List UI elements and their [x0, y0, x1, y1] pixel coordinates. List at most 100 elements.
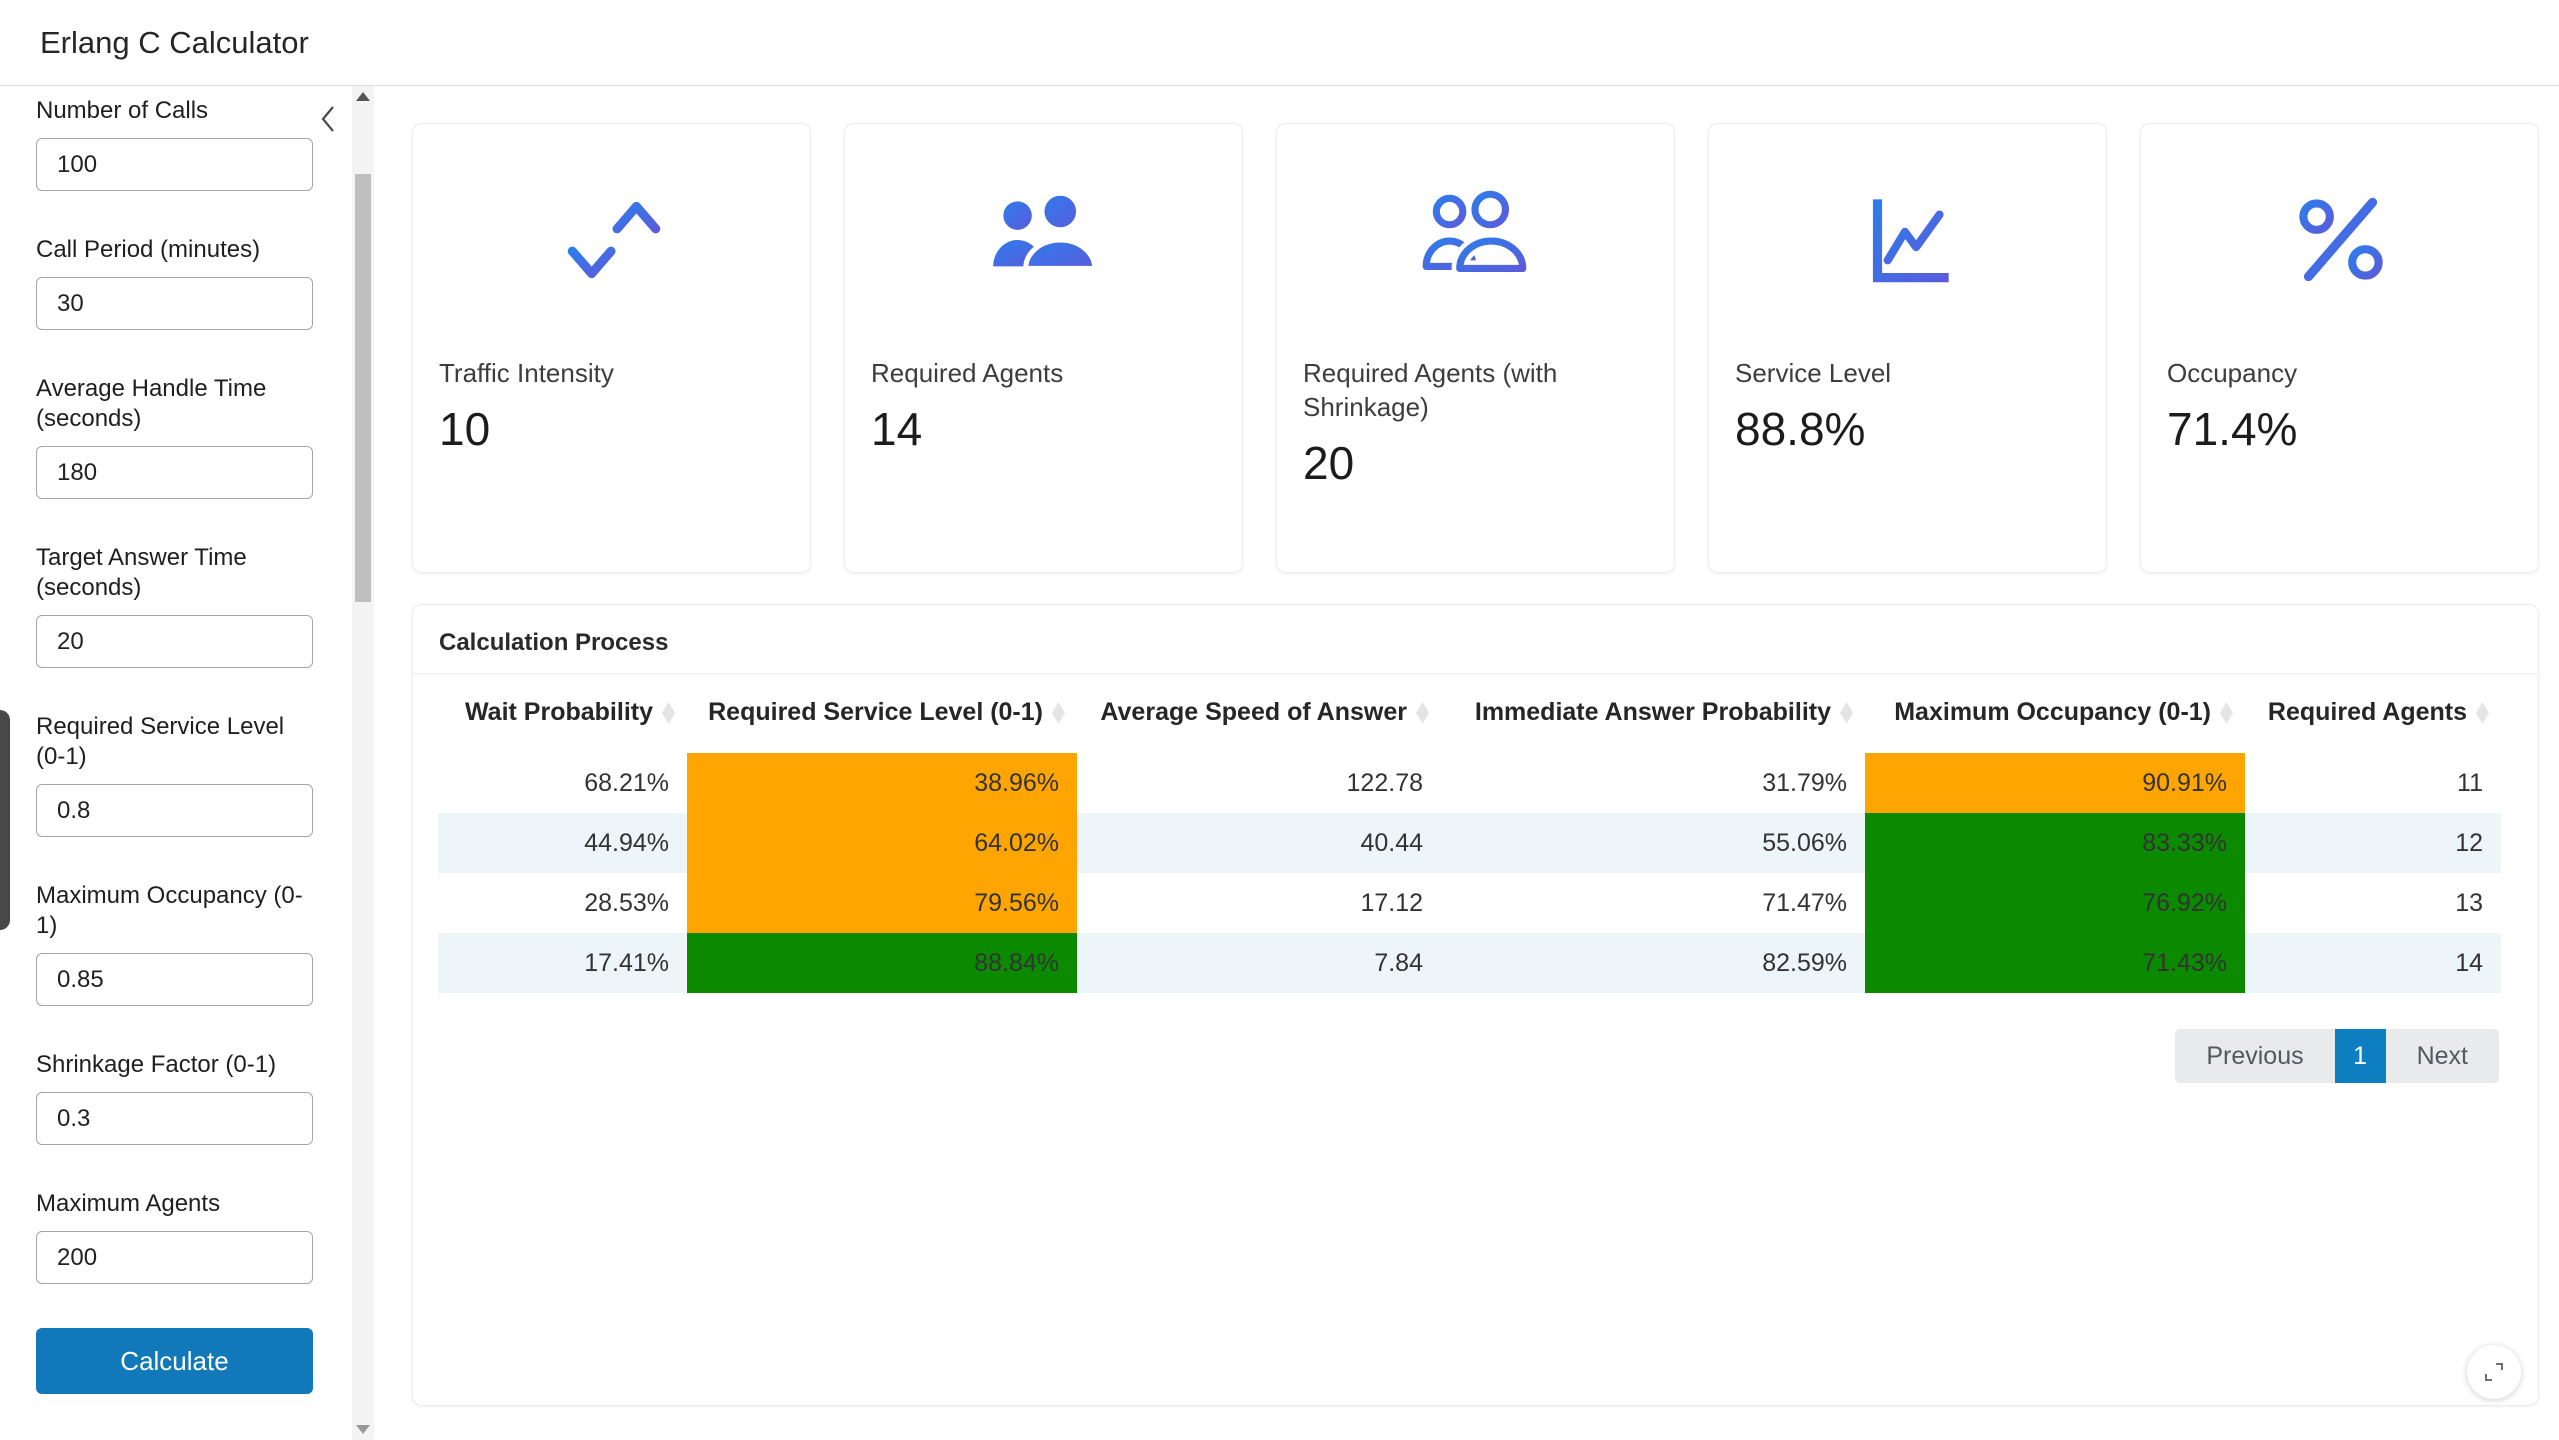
sort-icon [2476, 702, 2489, 724]
field-label: Average Handle Time (seconds) [36, 375, 267, 432]
shrinkage-factor-0-1-input[interactable] [36, 1092, 313, 1145]
table-cell: 90.91% [1865, 753, 2245, 813]
next-page-button[interactable]: Next [2416, 1041, 2468, 1070]
field-label: Required Service Level (0-1) [36, 713, 285, 770]
maximum-agents-input[interactable] [36, 1231, 313, 1284]
field-label: Shrinkage Factor (0-1) [36, 1051, 277, 1078]
field-label: Maximum Agents [36, 1190, 221, 1217]
expand-fullscreen-button[interactable] [2467, 1345, 2521, 1399]
call-period-minutes-input[interactable] [36, 277, 313, 330]
table-row: 17.41% 88.84% 7.84 82.59% 71.43% 14 [438, 933, 2501, 993]
percent-icon [2141, 124, 2538, 356]
table-cell: 17.41% [438, 933, 687, 993]
scrollbar-thumb[interactable] [355, 174, 371, 602]
panel-header: Calculation Process [413, 605, 2538, 674]
table-cell: 71.47% [1762, 888, 1847, 917]
table-cell: 14 [2245, 933, 2501, 993]
sidebar-field: Required Service Level (0-1) [36, 712, 316, 837]
column-header-sort[interactable]: Wait Probability [438, 698, 687, 753]
table-cell: 88.84% [687, 933, 1077, 993]
column-header-sort[interactable]: Immediate Answer Probability [1441, 698, 1865, 753]
calculation-process-panel: Calculation Process Wait Probability Requ… [412, 604, 2539, 1406]
table-cell: 71.43% [1865, 933, 2245, 993]
sidebar-field: Average Handle Time (seconds) [36, 374, 316, 499]
arrows-down-up-icon [413, 124, 810, 356]
column-header-sort[interactable]: Maximum Occupancy (0-1) [1865, 698, 2245, 753]
card-label: Occupancy [2167, 358, 2298, 388]
target-answer-time-seconds-input[interactable] [36, 615, 313, 668]
expand-icon [2482, 1360, 2506, 1384]
metric-cards-row: Traffic Intensity 10 Required Agents 14 Requ… [412, 123, 2539, 573]
average-handle-time-seconds-input[interactable] [36, 446, 313, 499]
table-wrap: Wait Probability Required Service Level (… [438, 698, 2501, 993]
table-cell: 55.06% [1441, 813, 1865, 873]
previous-page-button[interactable]: Previous [2206, 1041, 2304, 1070]
table-cell: 64.02% [687, 813, 1077, 873]
scroll-down-arrow-icon[interactable] [356, 1425, 370, 1434]
sidebar-field: Maximum Occupancy (0-1) [36, 881, 316, 1006]
table-cell: 28.53% [584, 888, 669, 917]
chart-line-icon [1709, 124, 2106, 356]
column-header-sort[interactable]: Average Speed of Answer [1077, 698, 1441, 753]
card-value: 10 [439, 403, 491, 455]
maximum-occupancy-0-1-input[interactable] [36, 953, 313, 1006]
pagination: Previous 1 Next [2175, 1029, 2499, 1083]
table-cell: 17.12 [1360, 888, 1423, 917]
users-filled-icon [845, 124, 1242, 356]
column-header-label: Required Agents [2267, 698, 2467, 726]
table-cell: 68.21% [584, 768, 669, 797]
column-header-label: Wait Probability [465, 698, 653, 726]
sort-icon [1840, 702, 1853, 724]
column-header-sort[interactable]: Required Service Level (0-1) [687, 698, 1077, 753]
current-page-button[interactable]: 1 [2334, 1029, 2386, 1083]
table-cell: 38.96% [687, 753, 1077, 813]
scroll-up-arrow-icon[interactable] [356, 92, 370, 101]
table-cell: 12 [2245, 813, 2501, 873]
metric-card: Service Level 88.8% [1708, 123, 2107, 573]
card-value: 20 [1303, 437, 1355, 489]
card-label: Required Agents [871, 358, 1064, 388]
table-cell: 11 [2457, 768, 2483, 797]
table-cell: 122.78 [1346, 768, 1423, 797]
column-header-label: Immediate Answer Probability [1474, 698, 1831, 726]
table-cell: 31.79% [1762, 768, 1847, 797]
metric-card: Traffic Intensity 10 [412, 123, 811, 573]
table-cell: 40.44 [1077, 813, 1441, 873]
card-label: Required Agents (with Shrinkage) [1303, 358, 1558, 422]
app-header: Erlang C Calculator [0, 0, 2559, 86]
card-value: 71.4% [2167, 403, 2298, 455]
column-header-label: Average Speed of Answer [1100, 698, 1407, 726]
sidebar-field: Maximum Agents [36, 1189, 316, 1284]
sidebar-collapse-chevron-icon[interactable] [316, 102, 340, 136]
table-cell: 79.56% [687, 873, 1077, 933]
column-header-sort[interactable]: Required Agents [2245, 698, 2501, 753]
metric-card: Required Agents 14 [844, 123, 1243, 573]
pagination-row: Previous 1 Next [413, 1029, 2499, 1083]
sort-icon [1416, 702, 1429, 724]
main-content: Traffic Intensity 10 Required Agents 14 Requ… [412, 86, 2539, 1406]
calculate-button[interactable]: Calculate [36, 1328, 313, 1394]
column-header-label: Required Service Level (0-1) [708, 698, 1043, 726]
table-row: 44.94% 64.02% 40.44 55.06% 83.33% 12 [438, 813, 2501, 873]
sort-icon [662, 702, 675, 724]
sort-icon [2220, 702, 2233, 724]
table-cell: 7.84 [1077, 933, 1441, 993]
sidebar: Number of Calls Call Period (minutes) Aver… [0, 86, 374, 1440]
required-service-level-0-1-input[interactable] [36, 784, 313, 837]
field-label: Call Period (minutes) [36, 236, 261, 263]
page-title: Erlang C Calculator [40, 24, 309, 60]
sidebar-scrollbar[interactable] [352, 86, 374, 1440]
card-value: 14 [871, 403, 923, 455]
card-label: Traffic Intensity [439, 358, 614, 388]
field-label: Maximum Occupancy (0-1) [36, 882, 303, 939]
number-of-calls-input[interactable] [36, 138, 313, 191]
field-label: Number of Calls [36, 97, 209, 124]
field-label: Target Answer Time (seconds) [36, 544, 247, 601]
metric-card: Required Agents (with Shrinkage) 20 [1276, 123, 1675, 573]
left-edge-drag-handle[interactable] [0, 710, 10, 930]
sidebar-field: Target Answer Time (seconds) [36, 543, 316, 668]
sidebar-field: Number of Calls [36, 96, 316, 191]
sort-icon [1052, 702, 1065, 724]
calculation-table: Wait Probability Required Service Level (… [438, 698, 2501, 993]
table-row: 68.21% 38.96% 122.78 31.79% 90.91% 11 [438, 753, 2501, 813]
